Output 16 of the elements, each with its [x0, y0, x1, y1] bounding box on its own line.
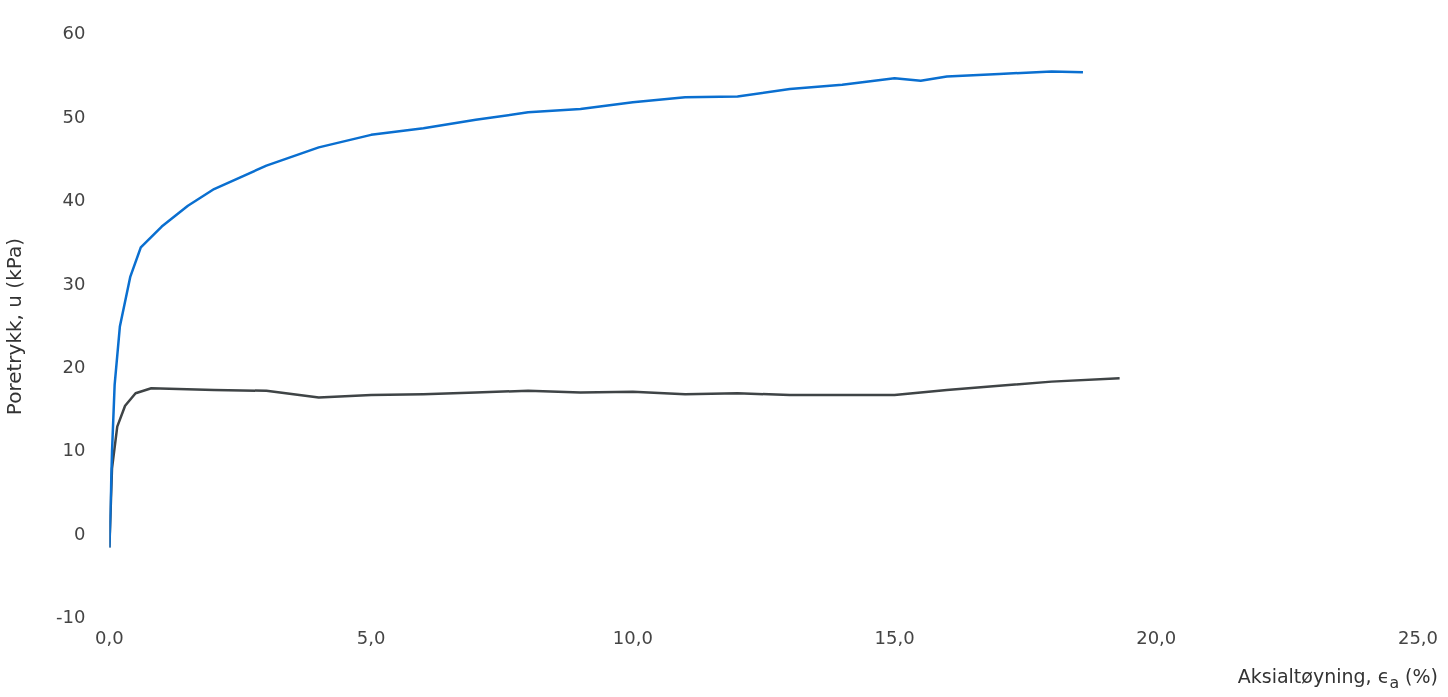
- y-tick-label: 40: [62, 189, 86, 211]
- x-tick-label: 0,0: [95, 626, 124, 648]
- y-tick-label: -10: [55, 606, 86, 628]
- y-tick-label: 30: [62, 272, 86, 294]
- x-tick-label: 20,0: [1136, 626, 1177, 648]
- y-tick-label: 60: [62, 22, 86, 44]
- x-tick-label: 25,0: [1397, 626, 1438, 648]
- x-axis-title: Aksialtøyning, ϵ$_{a}$ (%): [1237, 665, 1438, 692]
- x-tick-label: 5,0: [356, 626, 386, 648]
- x-tick-label: 10,0: [612, 626, 653, 648]
- y-tick-label: 50: [62, 105, 86, 127]
- y-tick-label: 10: [62, 439, 86, 461]
- y-tick-label: 20: [62, 355, 86, 377]
- y-axis-title: Poretrykk, u (kPa): [2, 238, 27, 416]
- y-tick-label: 0: [73, 522, 86, 544]
- x-tick-label: 15,0: [874, 626, 915, 648]
